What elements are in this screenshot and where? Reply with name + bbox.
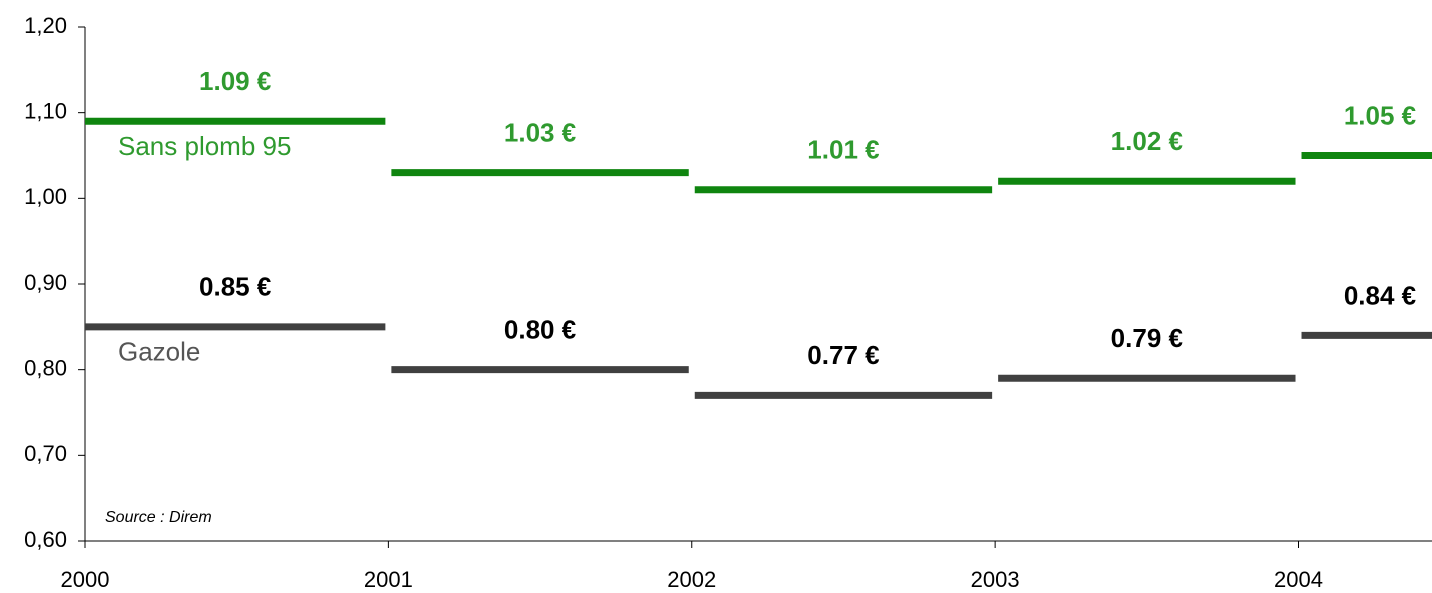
y-tick-label: 1,10 xyxy=(24,98,67,123)
value-label: 1.02 € xyxy=(1111,126,1183,156)
value-label: 0.85 € xyxy=(199,272,271,302)
series-label: Sans plomb 95 xyxy=(118,131,291,161)
x-tick-label: 2000 xyxy=(61,567,110,592)
series-label: Gazole xyxy=(118,337,200,367)
value-label: 0.79 € xyxy=(1111,323,1183,353)
value-label: 1.03 € xyxy=(504,118,576,148)
value-label: 1.09 € xyxy=(199,66,271,96)
value-label: 0.77 € xyxy=(807,340,879,370)
y-tick-label: 0,70 xyxy=(24,441,67,466)
y-tick-label: 0,60 xyxy=(24,527,67,552)
x-tick-label: 2002 xyxy=(667,567,716,592)
value-label: 1.05 € xyxy=(1344,100,1416,130)
y-tick-label: 0,90 xyxy=(24,270,67,295)
y-tick-label: 1,20 xyxy=(24,13,67,38)
value-label: 1.01 € xyxy=(807,135,879,165)
y-tick-label: 1,00 xyxy=(24,184,67,209)
x-tick-label: 2003 xyxy=(971,567,1020,592)
source-note: Source : Direm xyxy=(105,509,212,526)
value-label: 0.84 € xyxy=(1344,280,1416,310)
y-tick-label: 0,80 xyxy=(24,355,67,380)
value-label: 0.80 € xyxy=(504,315,576,345)
x-tick-label: 2001 xyxy=(364,567,413,592)
x-tick-label: 2004 xyxy=(1274,567,1323,592)
